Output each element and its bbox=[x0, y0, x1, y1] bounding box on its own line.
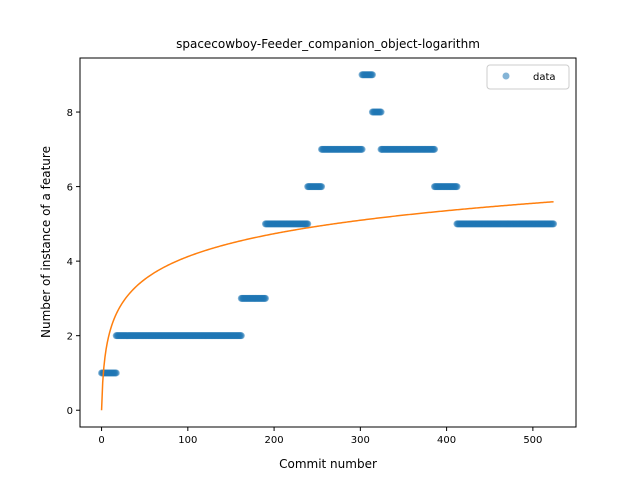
x-axis-label: Commit number bbox=[279, 457, 377, 471]
x-tick-label: 500 bbox=[523, 435, 542, 446]
x-tick-label: 300 bbox=[351, 435, 370, 446]
legend: data bbox=[486, 64, 570, 90]
legend-label: data bbox=[533, 72, 556, 83]
data-point bbox=[431, 145, 439, 153]
x-tick-label: 400 bbox=[437, 435, 456, 446]
y-tick-label: 6 bbox=[67, 183, 73, 194]
data-point bbox=[304, 220, 312, 228]
legend-box bbox=[486, 64, 570, 90]
data-point bbox=[261, 294, 269, 302]
x-tick-label: 100 bbox=[178, 435, 197, 446]
y-tick-label: 2 bbox=[67, 332, 73, 343]
y-tick-label: 4 bbox=[67, 257, 73, 268]
y-tick-label: 0 bbox=[67, 406, 73, 417]
chart-title: spacecowboy-Feeder_companion_object-loga… bbox=[176, 37, 480, 51]
x-tick-label: 0 bbox=[98, 435, 104, 446]
y-axis-label: Number of instance of a feature bbox=[39, 146, 53, 338]
data-point bbox=[368, 71, 376, 79]
x-tick-label: 200 bbox=[265, 435, 284, 446]
plot-frame bbox=[79, 57, 577, 428]
data-point bbox=[550, 220, 558, 228]
data-point bbox=[112, 369, 120, 377]
fit-line bbox=[100, 201, 554, 411]
data-point bbox=[453, 183, 461, 191]
data-point bbox=[358, 145, 366, 153]
legend-marker bbox=[502, 72, 510, 80]
data-point bbox=[237, 332, 245, 340]
y-tick-label: 8 bbox=[67, 108, 73, 119]
data-point bbox=[377, 108, 385, 116]
data-point bbox=[318, 183, 326, 191]
